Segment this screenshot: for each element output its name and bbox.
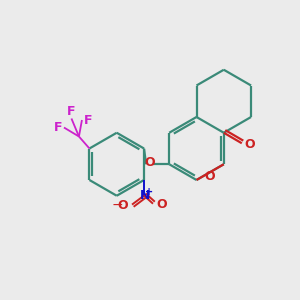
Text: +: + bbox=[145, 187, 154, 197]
Text: O: O bbox=[245, 138, 255, 151]
Text: −: − bbox=[112, 198, 123, 212]
Text: O: O bbox=[118, 199, 128, 212]
Text: O: O bbox=[157, 198, 167, 211]
Text: F: F bbox=[67, 105, 76, 119]
Text: O: O bbox=[205, 170, 215, 183]
Text: N: N bbox=[140, 189, 150, 202]
Text: F: F bbox=[84, 113, 92, 127]
Text: F: F bbox=[54, 121, 62, 134]
Text: O: O bbox=[144, 156, 155, 169]
